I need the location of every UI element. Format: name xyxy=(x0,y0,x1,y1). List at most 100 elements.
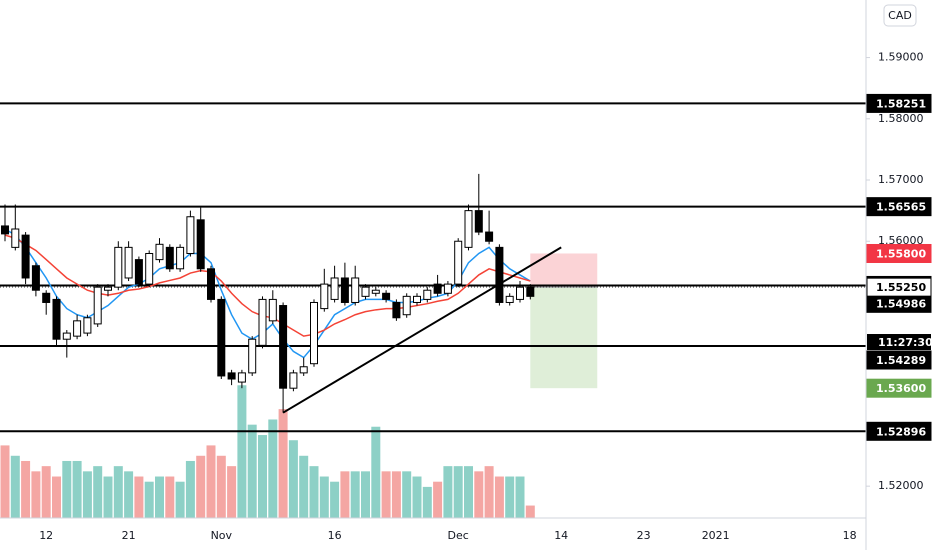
volume-bar xyxy=(196,455,206,518)
candle-body xyxy=(165,246,174,270)
candle-body xyxy=(433,283,442,294)
volume-bar xyxy=(93,466,103,518)
candle-body xyxy=(176,246,185,270)
candle-body xyxy=(124,246,133,279)
candle-body xyxy=(495,246,504,303)
candle-body xyxy=(93,286,102,325)
x-tick-label: 18 xyxy=(843,529,857,542)
volume-bar xyxy=(391,471,401,518)
x-tick-label: 14 xyxy=(554,529,568,542)
plot-area xyxy=(0,102,866,518)
volume-bar xyxy=(484,466,494,518)
level-label: 1.56565 xyxy=(876,201,926,214)
x-tick-label: 21 xyxy=(122,529,136,542)
candle-body xyxy=(289,372,298,389)
candle-body xyxy=(516,286,524,300)
moving-average xyxy=(4,228,531,359)
candle-body xyxy=(104,286,112,291)
volume-bar xyxy=(525,505,535,518)
candle-body xyxy=(392,301,401,319)
volume-bar xyxy=(505,476,515,518)
candle-body xyxy=(351,277,360,303)
candle-body xyxy=(155,243,164,261)
volume-bar xyxy=(124,471,134,518)
candle-body xyxy=(83,317,92,334)
candle-body xyxy=(464,210,473,248)
candle-body xyxy=(248,338,257,374)
stop-label-box xyxy=(866,243,932,263)
candle-body xyxy=(1,225,9,235)
level-label-box xyxy=(866,421,932,441)
candle-body xyxy=(227,372,236,380)
volume-bar xyxy=(134,476,144,518)
candle-body xyxy=(279,305,288,389)
volume-bar xyxy=(494,476,504,518)
candle-body xyxy=(114,246,123,288)
candle-body xyxy=(42,292,51,303)
volume-bar xyxy=(72,460,82,518)
countdown: 11:27:30 xyxy=(878,336,932,349)
ma-label: 1.54986 xyxy=(876,297,926,310)
volume-bar xyxy=(309,466,319,518)
volume-bar xyxy=(361,471,370,518)
x-tick-label: Dec xyxy=(448,529,469,542)
current-price-label: 1.55250 xyxy=(876,281,926,294)
level-label: 1.58251 xyxy=(876,97,926,110)
volume-bar xyxy=(185,460,195,518)
candle-body xyxy=(73,320,82,337)
x-tick-label: 2021 xyxy=(702,529,730,542)
volume-bar xyxy=(103,476,113,518)
candle-body xyxy=(361,286,370,297)
candle-body xyxy=(21,234,30,279)
candle-body xyxy=(402,295,411,316)
candle-body xyxy=(207,268,215,300)
volume-bar xyxy=(41,466,51,518)
candle-body xyxy=(52,298,61,340)
volume-bar xyxy=(206,445,216,518)
volume-bar xyxy=(268,419,278,518)
volume-bar xyxy=(31,471,41,518)
stop-label: 1.55800 xyxy=(876,247,926,260)
volume-bar xyxy=(175,481,185,518)
volume-bar xyxy=(237,385,247,518)
volume-bar xyxy=(21,460,31,518)
level-label-box xyxy=(866,197,932,217)
volume-bar xyxy=(278,409,288,518)
y-tick-label: 1.58000 xyxy=(878,112,924,125)
volume-bar xyxy=(288,440,298,518)
candle-body xyxy=(134,259,143,285)
candle-body xyxy=(62,332,71,340)
volume-bar xyxy=(144,481,154,518)
candle-body xyxy=(526,286,535,297)
candle-body xyxy=(145,252,154,285)
volume-bar xyxy=(82,471,92,518)
candle-body xyxy=(382,292,391,300)
volume-bar xyxy=(62,460,72,518)
target-zone xyxy=(530,287,598,389)
volume-bar xyxy=(381,471,391,518)
x-tick-label: 23 xyxy=(637,529,651,542)
candle-body xyxy=(310,301,318,365)
volume-bar xyxy=(247,424,257,518)
volume-bar xyxy=(453,466,463,518)
volume-bar xyxy=(402,471,412,518)
currency-button[interactable] xyxy=(883,4,917,27)
moving-average xyxy=(4,234,531,337)
volume-bar xyxy=(10,455,20,518)
candle-body xyxy=(237,372,246,383)
current-price-label-box xyxy=(866,277,932,297)
volume-bar xyxy=(371,426,381,518)
candle-body xyxy=(320,283,329,310)
y-tick-label: 1.52000 xyxy=(878,479,924,492)
volume-bar xyxy=(52,476,61,518)
x-tick-label: 16 xyxy=(328,529,342,542)
volume-bar xyxy=(258,435,267,518)
y-tick-label: 1.57000 xyxy=(878,173,924,186)
volume-bar xyxy=(474,471,484,518)
volume-bar xyxy=(0,445,10,518)
volume-bar xyxy=(227,466,237,518)
stop-zone xyxy=(530,253,598,288)
candle-body xyxy=(11,228,20,248)
candle-body xyxy=(413,295,421,303)
